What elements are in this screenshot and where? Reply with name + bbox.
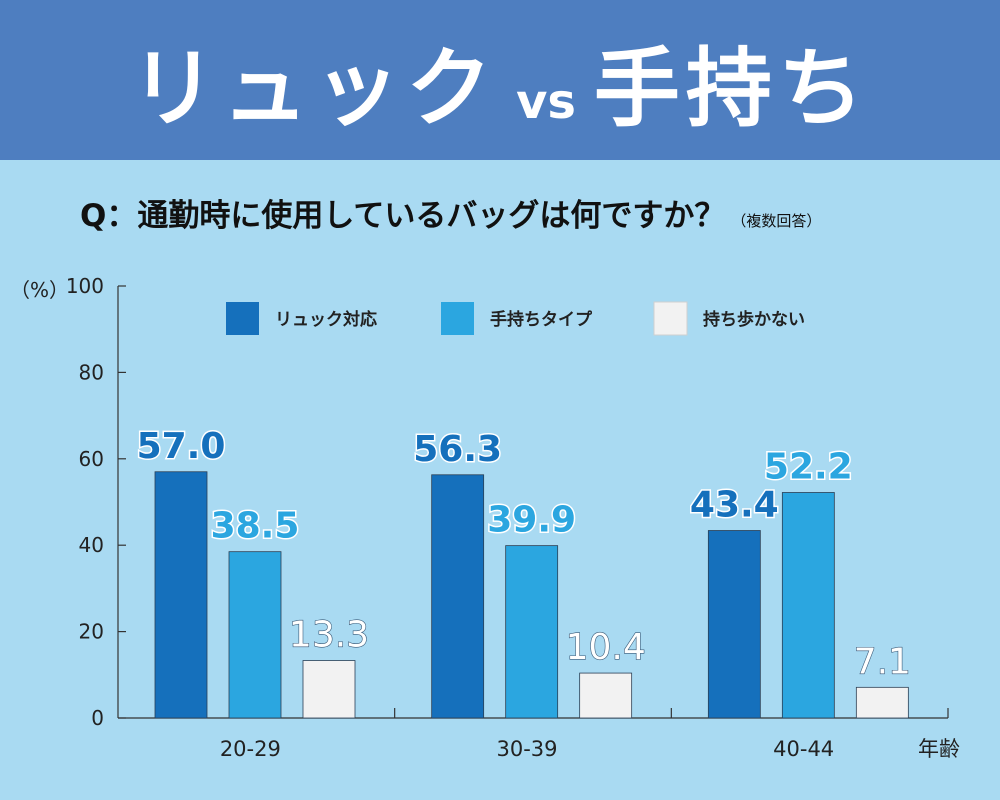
y-tick-label: 100: [66, 274, 104, 298]
legend-swatch: [441, 302, 474, 335]
x-category-label: 30-39: [496, 737, 557, 761]
title-vs: vs: [516, 73, 576, 130]
question-text: Q：通勤時に使用しているバッグは何ですか？: [80, 198, 726, 234]
bar-value-label: 43.4: [690, 485, 779, 526]
y-tick-label: 60: [79, 447, 104, 471]
bar: [855, 686, 909, 719]
bar-value-label: 13.3: [289, 615, 369, 656]
x-axis-unit: 年齢: [918, 737, 960, 761]
bar-value-label: 7.1: [854, 641, 911, 682]
page-title: リュック vs 手持ち: [130, 18, 870, 143]
bar-value-label: 10.4: [566, 627, 646, 668]
y-tick-label: 80: [79, 360, 104, 384]
bar: [302, 660, 356, 719]
legend-label: リュック対応: [275, 309, 377, 330]
bar-value-label: 56.3: [413, 429, 502, 470]
bar-value-label: 57.0: [137, 426, 226, 467]
bar: [781, 492, 835, 719]
bar: [505, 545, 559, 719]
bar-value-label: 52.2: [764, 446, 853, 487]
question-note: （複数回答）: [731, 212, 822, 230]
legend-swatch: [653, 301, 688, 336]
survey-question: Q：通勤時に使用しているバッグは何ですか？ （複数回答）: [80, 190, 821, 235]
legend-swatch: [226, 302, 259, 335]
y-axis-unit: （%）: [10, 278, 69, 302]
bar: [431, 474, 485, 719]
bar: [154, 471, 208, 719]
title-part-backpack: リュック: [130, 38, 499, 139]
chart-bars: [154, 471, 909, 719]
bar-value-label: 39.9: [487, 500, 576, 541]
x-category-label: 40-44: [773, 737, 834, 761]
header-banner: リュック vs 手持ち: [0, 0, 1000, 160]
bar: [228, 551, 282, 719]
legend-label: 手持ちタイプ: [490, 309, 593, 330]
legend-label: 持ち歩かない: [703, 309, 805, 330]
y-tick-label: 20: [79, 620, 104, 644]
bar-value-label: 38.5: [211, 506, 300, 547]
bar: [579, 672, 633, 719]
y-tick-label: 40: [79, 533, 104, 557]
chart-data-labels: 57.0 56.3 43.4 38.5 39.9 52.2 13.3 10.4 7.1: [135, 424, 911, 683]
y-tick-label: 0: [91, 706, 104, 730]
title-part-handheld: 手持ち: [593, 38, 870, 139]
x-category-label: 20-29: [220, 737, 281, 761]
chart-legend: リュック対応 手持ちタイプ 持ち歩かない: [226, 301, 805, 336]
bar: [707, 530, 761, 719]
